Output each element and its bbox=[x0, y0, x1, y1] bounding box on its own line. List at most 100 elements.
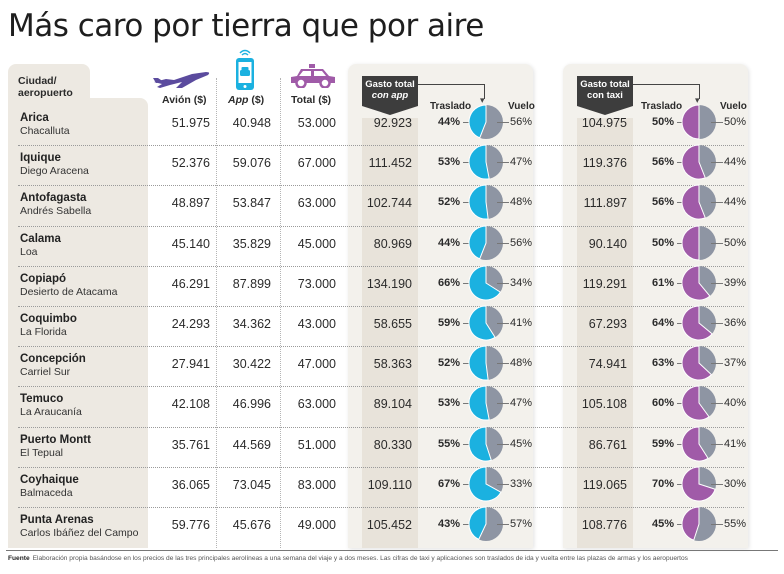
row-divider bbox=[18, 225, 744, 227]
arrow-down-icon: ▾ bbox=[695, 95, 700, 105]
taxi-pie bbox=[681, 345, 716, 381]
app-pie-traslado-slice bbox=[468, 426, 492, 462]
arrow-down-icon: ▾ bbox=[480, 95, 485, 105]
leader-line bbox=[711, 122, 723, 123]
column-divider bbox=[280, 78, 281, 548]
gasto-taxi-value: 111.897 bbox=[583, 196, 627, 211]
row-divider bbox=[18, 426, 744, 428]
total-column-header: Total ($) bbox=[291, 94, 332, 106]
app-traslado-pct: 59% bbox=[438, 317, 461, 329]
total-value: 63.000 bbox=[297, 397, 336, 412]
row-divider bbox=[18, 306, 744, 307]
city-column-header: Ciudad/ aeropuerto bbox=[18, 75, 73, 99]
avion-value: 48.897 bbox=[171, 196, 210, 211]
taxi-total-column-shade bbox=[577, 118, 633, 548]
gasto-taxi-value: 104.975 bbox=[581, 116, 627, 130]
leader-line bbox=[497, 483, 509, 485]
taxi-icon bbox=[291, 64, 335, 88]
app-value: 73.045 bbox=[232, 477, 271, 492]
taxi-pie bbox=[681, 466, 716, 502]
leader-line bbox=[497, 282, 509, 284]
avion-column-header: Avión ($) bbox=[162, 94, 207, 106]
app-vuelo-pct: 47% bbox=[510, 156, 533, 169]
app-traslado-pct: 67% bbox=[438, 477, 461, 490]
row-divider bbox=[18, 145, 744, 147]
app-pie-traslado-slice bbox=[468, 144, 490, 180]
gasto-taxi-value: 119.065 bbox=[582, 477, 627, 492]
total-value: 45.000 bbox=[297, 236, 336, 251]
taxi-traslado-pct: 56% bbox=[652, 156, 675, 169]
app-header-unit: ($) bbox=[248, 94, 265, 106]
airport-name: Loa bbox=[20, 245, 38, 258]
app-pie-traslado-slice bbox=[468, 184, 489, 220]
leader-line bbox=[711, 483, 723, 485]
gasto-app-value: 111.452 bbox=[368, 156, 412, 171]
app-pie-traslado-slice bbox=[468, 466, 502, 502]
taxi-pie bbox=[681, 225, 716, 261]
taxi-pie-traslado-slice bbox=[681, 104, 700, 140]
city-name: Iquique bbox=[20, 152, 61, 165]
leader-line bbox=[497, 443, 509, 445]
taxi-vuelo-pct: 39% bbox=[724, 276, 747, 289]
taxi-vuelo-pct: 55% bbox=[724, 518, 747, 530]
app-vuelo-pct: 47% bbox=[510, 397, 533, 410]
row-divider bbox=[18, 386, 744, 388]
city-name: Antofagasta bbox=[20, 192, 87, 205]
app-value: 59.076 bbox=[232, 156, 271, 171]
airport-name: Carlos Ibáñez del Campo bbox=[20, 527, 139, 539]
gasto-taxi-value: 90.140 bbox=[588, 236, 627, 251]
leader-line bbox=[497, 202, 509, 204]
airport-name: Desierto de Atacama bbox=[20, 285, 118, 298]
gasto-taxi-line2: con taxi bbox=[587, 90, 623, 101]
app-traslado-pct: 55% bbox=[438, 437, 461, 450]
leader-line bbox=[711, 242, 723, 244]
avion-value: 36.065 bbox=[171, 477, 210, 492]
taxi-vuelo-pct: 41% bbox=[724, 437, 747, 450]
app-traslado-pct: 43% bbox=[438, 518, 461, 530]
taxi-pie-traslado-slice bbox=[681, 385, 710, 421]
app-traslado-pct: 66% bbox=[438, 276, 461, 289]
avion-value: 59.776 bbox=[171, 518, 210, 532]
footer-label: Fuente bbox=[8, 555, 30, 562]
airport-name: Diego Aracena bbox=[20, 165, 89, 178]
taxi-vuelo-pct: 37% bbox=[724, 357, 747, 370]
gasto-app-header: Gasto total con app bbox=[362, 76, 418, 115]
taxi-pie-traslado-slice bbox=[681, 506, 700, 541]
app-value: 40.948 bbox=[232, 116, 271, 130]
leader-line bbox=[711, 202, 723, 204]
avion-value: 35.761 bbox=[171, 437, 210, 452]
taxi-pie bbox=[681, 144, 716, 180]
app-traslado-pct: 53% bbox=[438, 397, 461, 410]
taxi-vuelo-pct: 44% bbox=[724, 196, 747, 209]
airport-name: La Florida bbox=[20, 326, 67, 338]
app-pie bbox=[468, 345, 503, 381]
taxi-pie-traslado-slice bbox=[681, 466, 716, 502]
taxi-vuelo-pct: 50% bbox=[724, 236, 747, 249]
app-value: 46.996 bbox=[232, 397, 271, 412]
app-vuelo-pct: 57% bbox=[510, 518, 533, 530]
total-value: 67.000 bbox=[297, 156, 336, 171]
city-name: Puerto Montt bbox=[20, 433, 91, 446]
app-pie-traslado-slice bbox=[468, 225, 487, 260]
taxi-pie-traslado-slice bbox=[681, 345, 713, 381]
gasto-app-line2: con app bbox=[371, 90, 409, 101]
taxi-pie-traslado-slice bbox=[681, 305, 713, 341]
gasto-app-value: 89.104 bbox=[373, 397, 412, 412]
taxi-vuelo-pct: 40% bbox=[724, 397, 747, 410]
leader-line bbox=[711, 162, 723, 164]
app-pie bbox=[468, 305, 503, 341]
app-traslado-pct: 53% bbox=[438, 156, 461, 169]
taxi-pie-traslado-slice bbox=[681, 225, 700, 261]
app-pie bbox=[468, 426, 503, 462]
avion-value: 27.941 bbox=[171, 357, 210, 372]
taxi-pie bbox=[681, 426, 716, 462]
app-value: 35.829 bbox=[232, 236, 271, 251]
app-header-italic: App bbox=[228, 94, 249, 106]
taxi-pie bbox=[681, 184, 716, 220]
total-value: 63.000 bbox=[297, 196, 336, 211]
gasto-app-value: 102.744 bbox=[366, 196, 412, 211]
taxi-traslado-pct: 45% bbox=[652, 518, 675, 530]
app-vuelo-header: Vuelo bbox=[508, 101, 535, 112]
app-pie bbox=[468, 144, 503, 180]
city-name: Coquimbo bbox=[20, 313, 77, 325]
